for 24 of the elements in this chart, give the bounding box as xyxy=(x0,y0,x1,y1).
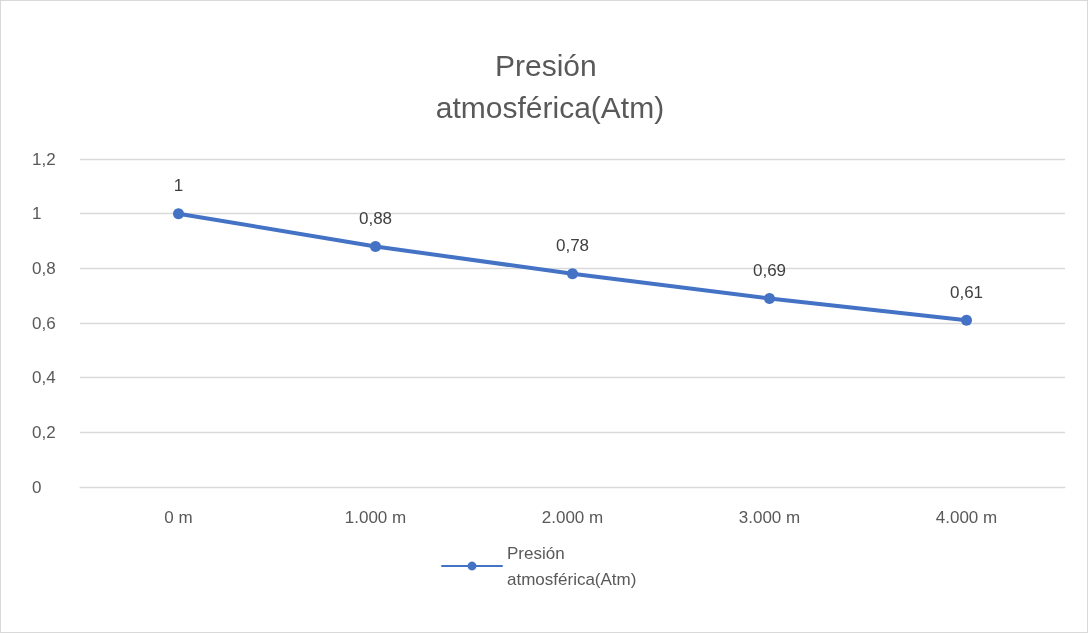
y-tick-label: 0,2 xyxy=(32,422,56,442)
x-tick-label: 2.000 m xyxy=(541,508,604,527)
y-tick-label: 1 xyxy=(32,204,42,224)
point xyxy=(567,268,578,280)
data-label: 1 xyxy=(173,176,184,196)
point xyxy=(370,240,381,252)
x-tick-label: 0 m xyxy=(164,508,193,527)
data-label: 0,69 xyxy=(752,260,787,280)
point xyxy=(173,208,184,220)
y-tick-label: 0,8 xyxy=(32,258,56,278)
y-tick-label: 0 xyxy=(32,477,42,497)
legend-label: Presión atmosférica(Atm) xyxy=(507,543,637,589)
point xyxy=(961,314,972,326)
data-label: 0,88 xyxy=(358,208,393,228)
y-tick-label: 1,2 xyxy=(32,149,56,169)
data-label: 0,61 xyxy=(949,282,984,302)
x-tick-label: 1.000 m xyxy=(344,508,407,527)
chart-title: Presión atmosférica(Atm) xyxy=(435,48,665,124)
y-tick-label: 0,6 xyxy=(32,313,56,333)
x-tick-label: 4.000 m xyxy=(935,508,998,527)
point xyxy=(764,292,775,304)
x-tick-label: 3.000 m xyxy=(738,508,801,527)
y-tick-label: 0,4 xyxy=(32,368,56,388)
data-label: 0,78 xyxy=(555,236,590,256)
